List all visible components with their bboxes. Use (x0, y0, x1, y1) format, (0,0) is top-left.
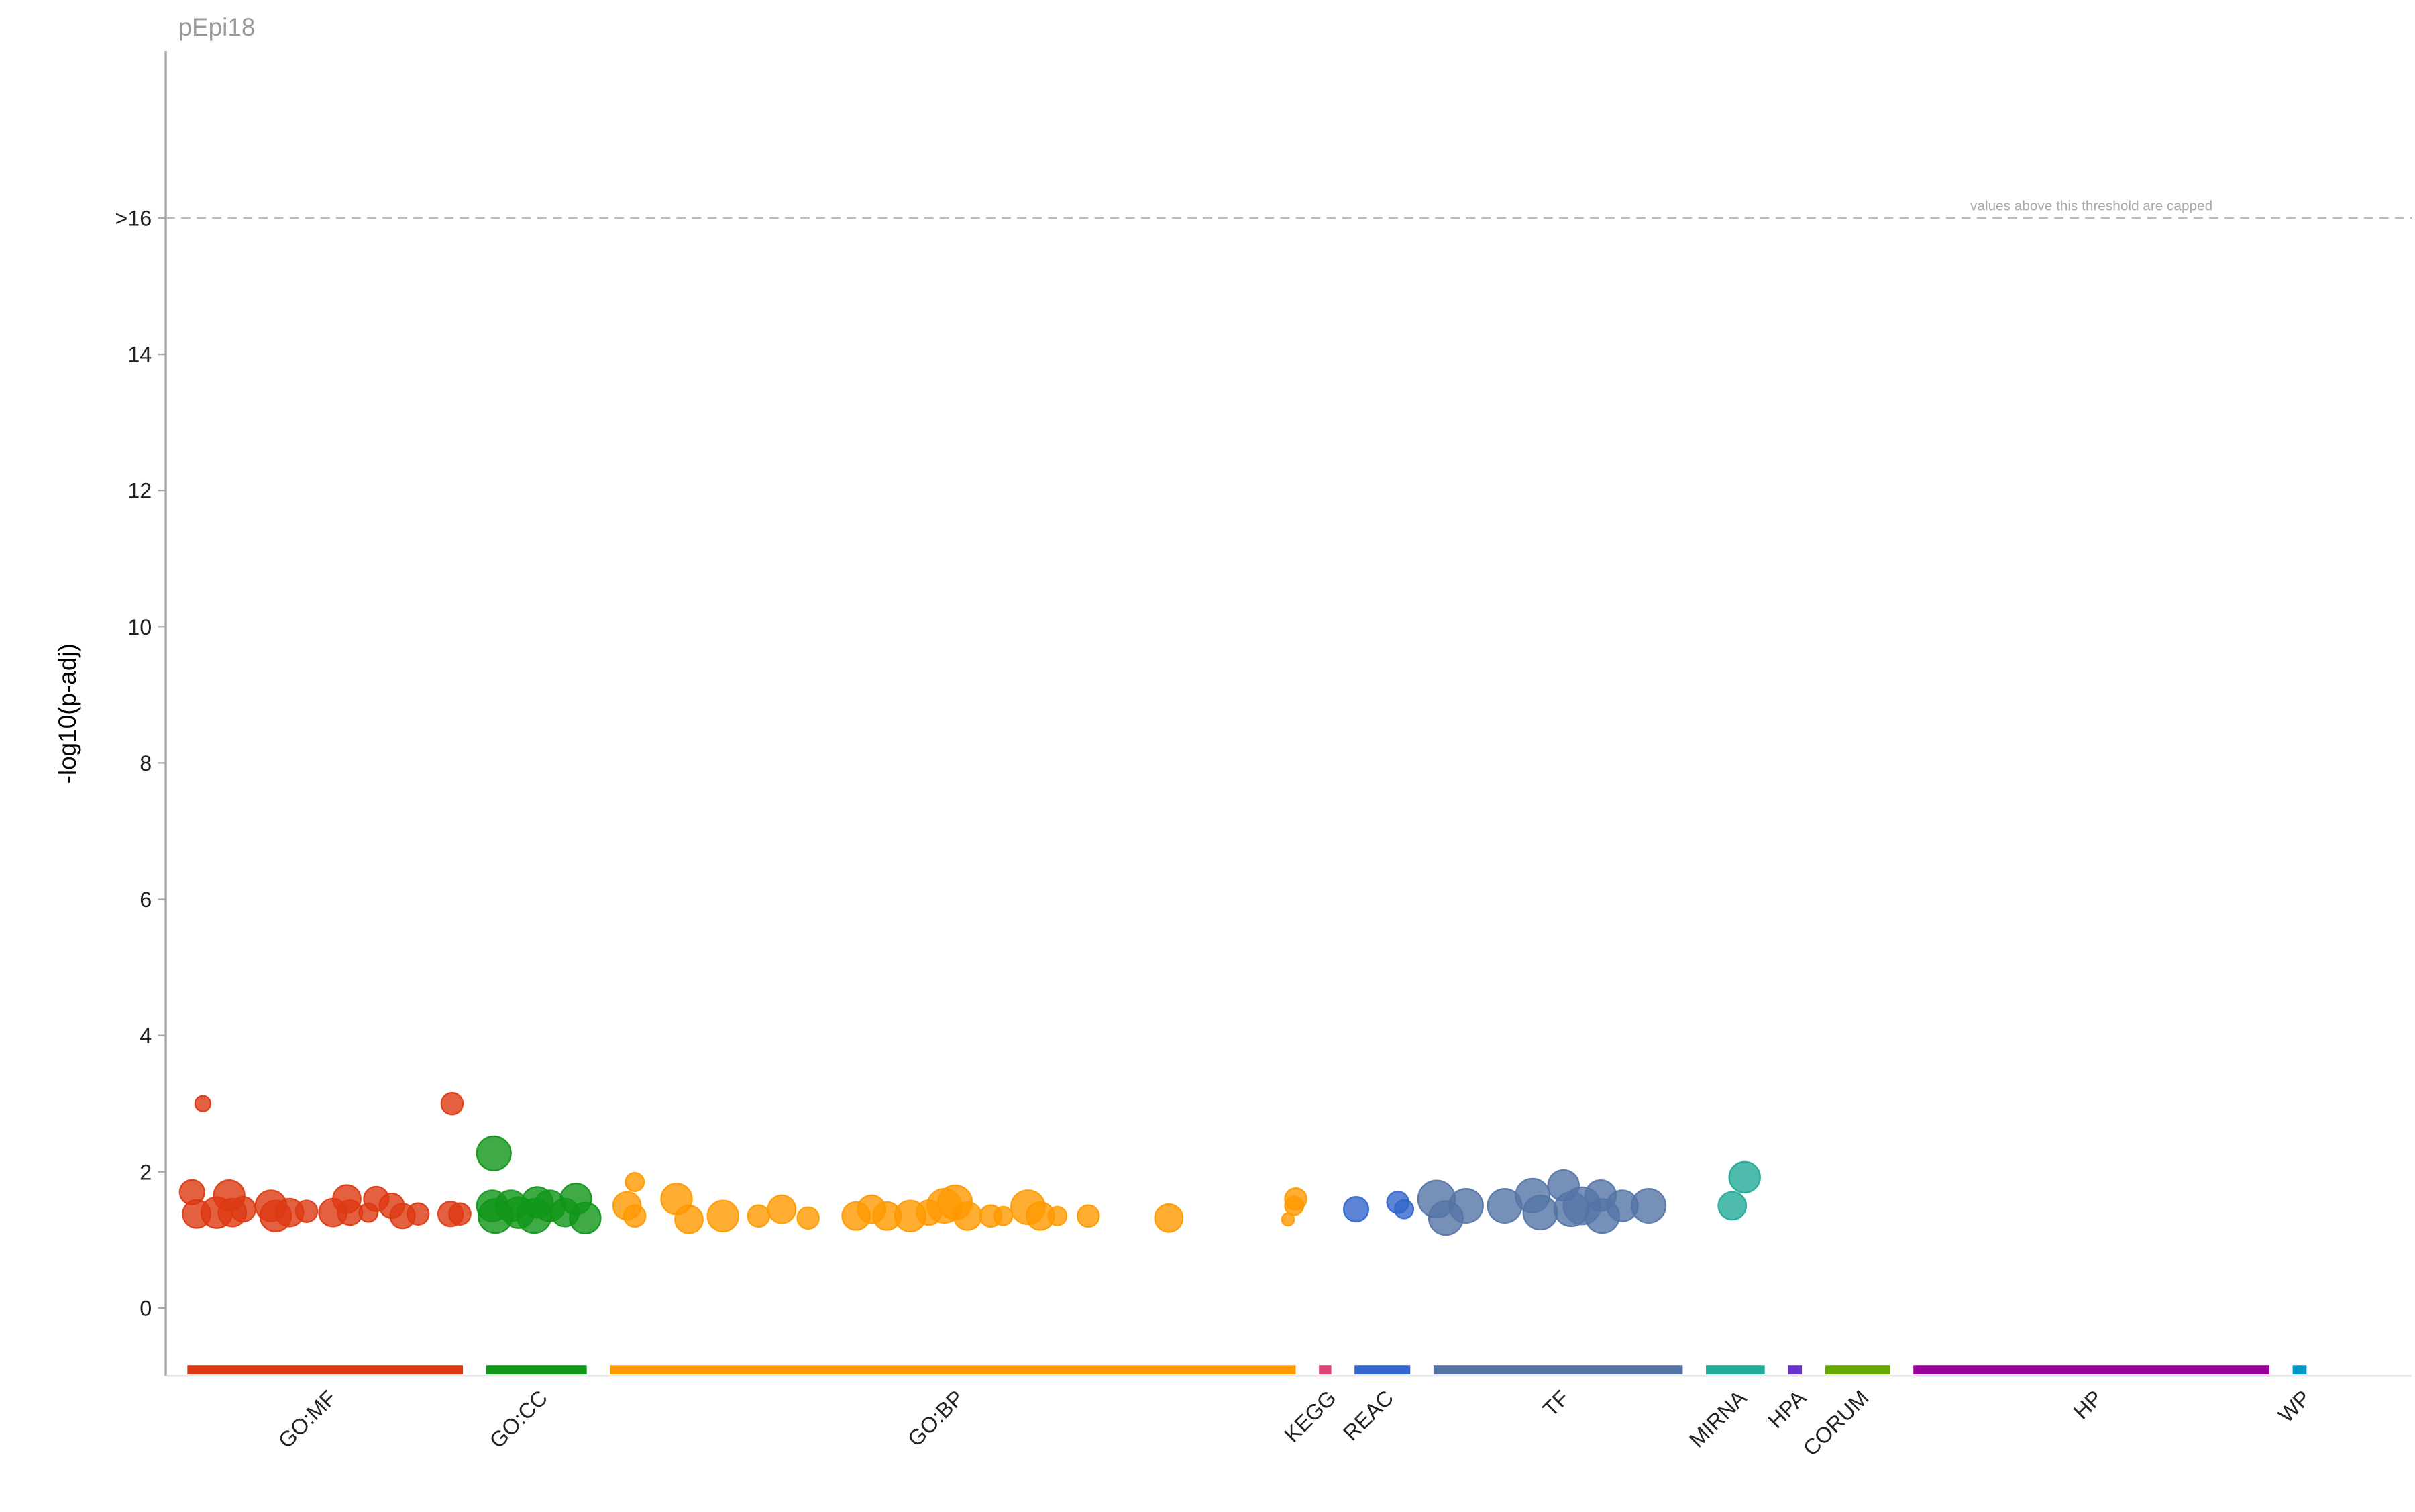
term-point (1394, 1199, 1415, 1220)
source-bar (1433, 1365, 1683, 1375)
term-point (1342, 1195, 1370, 1223)
source-bar (610, 1365, 1296, 1375)
y-tick-label: 12 (127, 479, 152, 503)
term-point (747, 1204, 771, 1228)
source-bar (1913, 1365, 2269, 1375)
source-label: TF (1538, 1386, 1574, 1421)
term-point (569, 1201, 602, 1235)
term-point (1448, 1187, 1484, 1224)
source-label: HPA (1763, 1385, 1811, 1433)
term-point (1047, 1205, 1068, 1226)
term-point (229, 1195, 257, 1223)
source-bar (1788, 1365, 1803, 1375)
term-point (406, 1202, 430, 1226)
source-bar (486, 1365, 587, 1375)
term-point (448, 1202, 472, 1226)
source-bar (1319, 1365, 1332, 1375)
term-point (1281, 1212, 1295, 1227)
term-point (767, 1194, 797, 1224)
term-point (796, 1206, 820, 1230)
y-tick-label: 0 (140, 1296, 152, 1320)
term-point (623, 1204, 647, 1228)
chart-title: pEpi18 (178, 13, 255, 41)
source-label: GO:BP (903, 1386, 969, 1452)
term-point (674, 1204, 704, 1234)
source-label: WP (2273, 1386, 2315, 1427)
y-tick-label: 10 (127, 615, 152, 639)
source-label: KEGG (1279, 1386, 1340, 1447)
y-axis-label: -log10(p-adj) (54, 643, 81, 784)
term-point (1522, 1195, 1558, 1231)
source-bar (2292, 1365, 2307, 1375)
term-point (993, 1205, 1014, 1226)
term-point (1077, 1204, 1100, 1228)
y-tick-label: 8 (140, 751, 152, 775)
term-point (1284, 1195, 1305, 1216)
term-point (294, 1199, 319, 1223)
source-bar (1825, 1365, 1890, 1375)
threshold-label: values above this threshold are capped (1970, 198, 2212, 213)
term-point (476, 1135, 512, 1171)
term-point (1728, 1160, 1761, 1194)
term-point (1717, 1191, 1748, 1221)
y-tick-label: 4 (140, 1024, 152, 1048)
term-point (440, 1091, 464, 1116)
y-tick-label: 6 (140, 887, 152, 912)
source-label: REAC (1338, 1386, 1398, 1446)
y-tick-label: 14 (127, 343, 152, 367)
source-label: HP (2069, 1386, 2107, 1424)
source-bar (187, 1365, 464, 1375)
term-point (625, 1171, 645, 1192)
y-tick-label: >16 (115, 206, 152, 230)
term-point (953, 1201, 983, 1231)
term-point (194, 1095, 212, 1112)
term-point (1154, 1203, 1184, 1233)
term-point (706, 1199, 739, 1232)
source-label: GO:CC (485, 1386, 552, 1453)
source-label: GO:MF (274, 1386, 341, 1453)
term-point (1631, 1187, 1667, 1224)
source-label: MIRNA (1684, 1385, 1751, 1452)
source-bar (1354, 1365, 1411, 1375)
source-bar (1706, 1365, 1765, 1375)
y-tick-label: 2 (140, 1160, 152, 1184)
source-label: CORUM (1799, 1386, 1874, 1461)
